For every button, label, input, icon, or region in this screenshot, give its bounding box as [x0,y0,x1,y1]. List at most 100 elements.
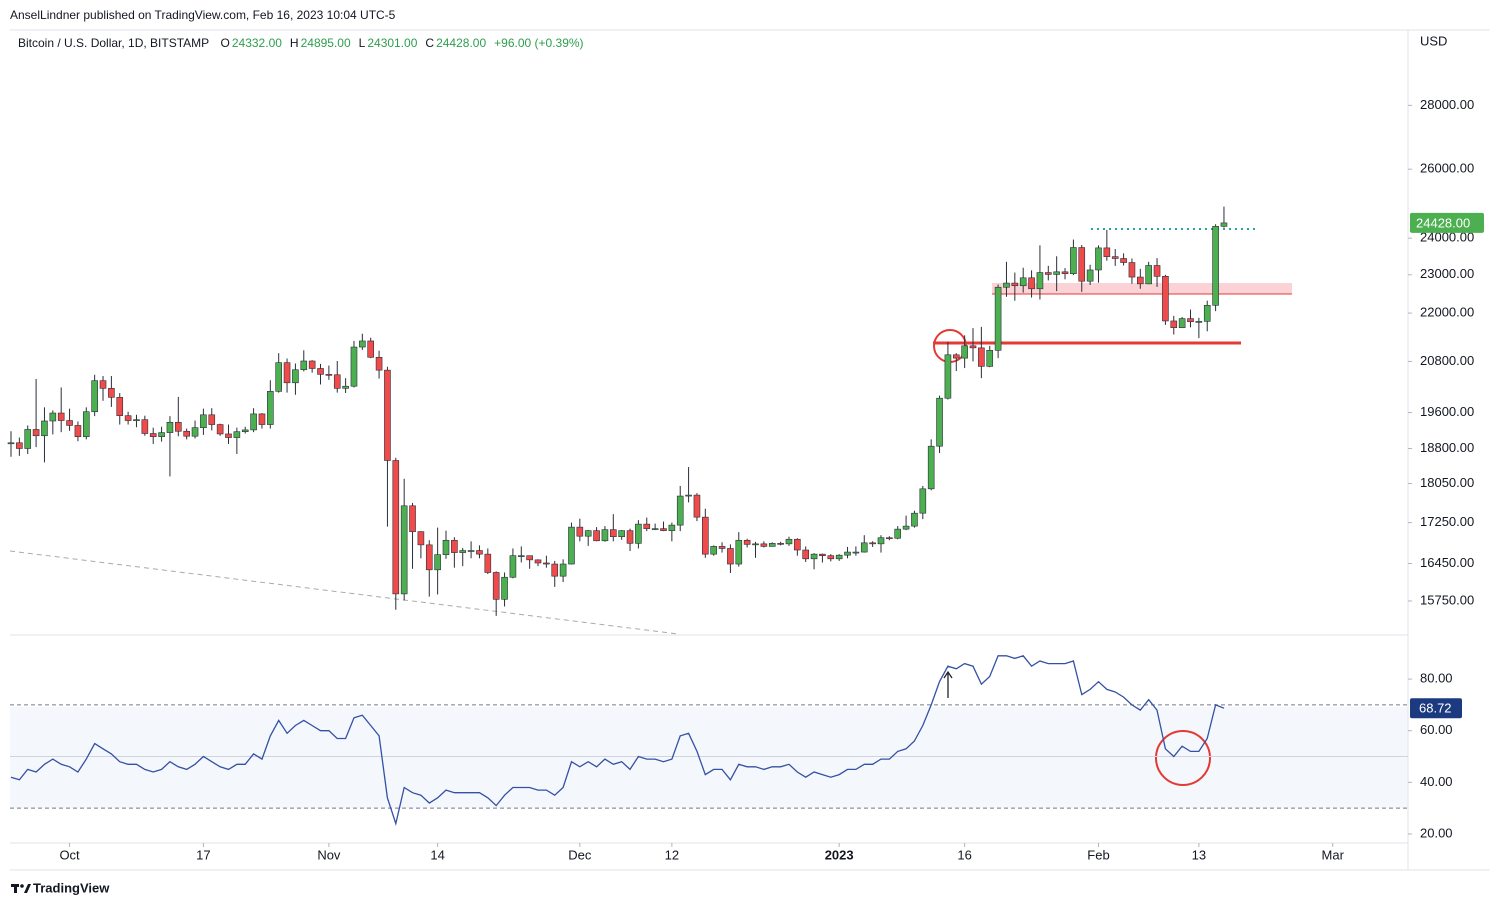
candle-body [635,523,642,544]
candle-body [961,345,968,359]
candle-body [200,414,207,428]
candle-body [576,526,584,537]
candle-body [1111,256,1119,259]
candle-body [467,550,475,552]
candle-body [476,550,483,555]
candle-body [952,354,960,359]
y-tick-label: 40.00 [1420,774,1453,789]
candle-body [643,523,651,529]
candle-body [1070,247,1077,274]
candle-body [57,412,65,421]
candle-body [534,559,542,564]
candle-body [241,429,249,433]
candle-body [676,495,684,526]
candle-body [225,433,232,438]
candle-body [827,555,835,560]
candle-body [509,555,517,578]
x-tick-label: Feb [1087,847,1109,862]
candle-body [492,572,500,600]
candle-body [618,530,625,538]
candle-body [384,369,391,461]
rsi-band-fill [10,707,1408,808]
candle-body [1220,222,1228,227]
candle-body [149,433,157,437]
candle-body [7,442,15,445]
arrow [943,670,953,698]
candle-body [559,563,567,577]
candle-body [1011,282,1019,287]
candle-body [1036,272,1044,290]
candle-body [400,505,408,595]
candle-body [1195,321,1203,323]
x-tick-label: Oct [59,847,80,862]
y-tick-label: 60.00 [1420,722,1453,737]
candle-body [501,576,508,600]
candle-body [944,354,952,399]
y-tick-label: 80.00 [1420,671,1453,686]
candle-body [517,555,525,557]
y-tick-label: 20.00 [1420,825,1453,840]
candle-body [1153,265,1161,277]
candle-body [484,553,492,573]
candle-body [551,563,559,577]
candle-body [375,356,383,371]
candle-body [325,374,333,376]
candle-body [927,445,935,490]
candle-body [124,415,132,421]
candle-body [1128,262,1136,278]
candle-body [317,368,324,375]
x-tick-label: Mar [1322,847,1345,862]
candle-body [668,524,676,531]
price-label: 24428.00 [1416,215,1470,230]
candle-body [91,380,98,413]
candle-body [99,380,107,389]
candle-body [760,543,768,547]
candle-body [651,528,659,530]
candle-body [601,529,609,542]
candle-body [133,419,140,421]
y-tick-label: 23000.00 [1420,266,1474,281]
candle-body [292,369,299,384]
resistance-zone [992,283,1292,294]
candle-body [183,430,190,437]
candle-body [768,543,776,547]
candle-body [216,424,224,435]
ohlc-value: 24301.00 [367,36,418,50]
candle-body [434,554,441,571]
candle-body [191,427,199,437]
ohlc-label: C [425,36,435,50]
y-tick-label: 22000.00 [1420,305,1474,320]
candle-body [978,347,985,367]
candle-body [869,542,876,545]
candle-body [141,419,149,434]
candle-body [342,385,349,389]
symbol: Bitcoin / U.S. Dollar, 1D, BITSTAMP [18,36,210,50]
candle-body [283,362,291,384]
candle-body [116,397,124,416]
candle-body [1203,305,1211,322]
rsi-label: 68.72 [1419,701,1452,716]
candle-body [568,526,575,565]
y-tick-label: 15750.00 [1420,592,1474,607]
candle-body [1103,247,1111,257]
y-tick-label: 28000.00 [1420,97,1474,112]
candle-body [543,562,550,565]
y-tick-label: 26000.00 [1420,161,1474,176]
x-tick-label: 2023 [825,847,854,862]
legend: Bitcoin / U.S. Dollar, 1D, BITSTAMP O 243… [18,36,592,50]
candle-body [860,542,868,553]
candle-body [41,420,48,437]
candle-body [593,530,600,542]
x-tick-label: 17 [196,847,210,862]
candle-body [1061,271,1069,274]
rsi-line [10,655,1225,827]
candle-body [409,505,416,532]
y-tick-label: 19600.00 [1420,404,1474,419]
ohlc-value: 24332.00 [231,36,282,50]
candle-body [844,551,851,556]
candle-body [819,553,826,556]
candle-body [1212,226,1219,306]
candle-body [1162,276,1169,322]
candle-body [785,538,793,545]
